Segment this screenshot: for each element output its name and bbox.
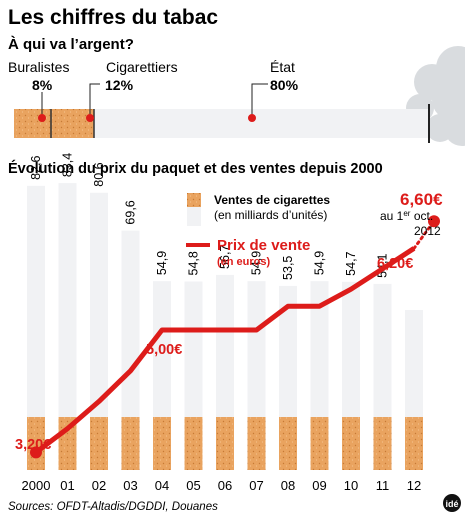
sales-bar-filter-06 bbox=[216, 417, 234, 470]
x-tick-04: 04 bbox=[155, 478, 169, 493]
x-tick-07: 07 bbox=[249, 478, 263, 493]
price-label-2000: 3,20€ bbox=[15, 437, 51, 453]
sales-value-03: 69,6 bbox=[124, 200, 138, 224]
sales-bar-11 bbox=[373, 283, 392, 417]
x-axis-ticks: 2000 01 02 03 04 05 06 07 08 09 10 11 12 bbox=[22, 478, 422, 493]
sales-bar-filter-08 bbox=[279, 417, 297, 470]
label-cigarettiers: Cigarettiers bbox=[106, 59, 178, 75]
sales-bar-01 bbox=[58, 183, 77, 417]
sales-bar-07 bbox=[247, 281, 266, 417]
price-start-dot bbox=[30, 446, 42, 459]
sales-bar-filter-10 bbox=[342, 417, 360, 470]
sales-value-05: 54,8 bbox=[187, 251, 201, 275]
marker-cigarettiers bbox=[86, 114, 94, 122]
money-pointers bbox=[41, 83, 268, 118]
price-label-12: 6,20€ bbox=[377, 256, 413, 272]
sales-bar-filter-09 bbox=[310, 417, 329, 470]
percent-etat: 80% bbox=[270, 77, 299, 93]
legend-sales-unit: (en milliards d’unités) bbox=[214, 208, 327, 222]
cigarette-filter bbox=[14, 109, 94, 138]
svg-text:idé: idé bbox=[445, 499, 458, 509]
sales-labels: 82,6 83,4 80,6 69,6 54,9 54,8 56,7 54,9 53,5 54,9… bbox=[29, 153, 390, 280]
sales-value-08: 53,5 bbox=[281, 256, 295, 280]
x-tick-02: 02 bbox=[92, 478, 106, 493]
x-tick-01: 01 bbox=[60, 478, 74, 493]
x-tick-03: 03 bbox=[123, 478, 137, 493]
price-end-dot bbox=[428, 215, 440, 228]
x-tick-08: 08 bbox=[281, 478, 295, 493]
sales-bar-06 bbox=[216, 274, 234, 417]
smoke-cloud bbox=[406, 46, 465, 146]
sales-bar-03 bbox=[121, 230, 140, 417]
sales-value-09: 54,9 bbox=[313, 251, 327, 275]
legend-price-label: Prix de vente bbox=[217, 237, 310, 254]
sales-value-04: 54,9 bbox=[155, 251, 169, 275]
label-etat: État bbox=[270, 59, 295, 75]
annotation-price: 6,60€ bbox=[400, 190, 443, 209]
percent-buralistes: 8% bbox=[32, 77, 53, 93]
legend: Ventes de cigarettes (en milliards d’uni… bbox=[186, 193, 330, 268]
sales-bar-05 bbox=[184, 281, 203, 417]
sales-value-07: 54,9 bbox=[250, 251, 264, 275]
marker-etat bbox=[248, 114, 256, 122]
sales-bar-04 bbox=[153, 281, 171, 417]
sales-value-01: 83,4 bbox=[61, 153, 75, 177]
x-tick-06: 06 bbox=[218, 478, 232, 493]
money-cigarette bbox=[14, 104, 430, 143]
sales-bar-10 bbox=[342, 281, 360, 417]
price-line: 3,20€ 5,00€ 6,20€ bbox=[15, 215, 440, 459]
x-tick-2000: 2000 bbox=[22, 478, 51, 493]
annotation-oct-2012: 6,60€ au 1er oct. 2012 bbox=[380, 190, 443, 238]
sales-value-06: 56,7 bbox=[218, 245, 232, 269]
price-extension bbox=[412, 219, 436, 250]
sales-bar-filter-12 bbox=[405, 417, 423, 470]
cigarette-paper bbox=[94, 109, 429, 138]
price-label-04: 5,00€ bbox=[146, 342, 182, 358]
x-tick-11: 11 bbox=[376, 478, 390, 493]
sales-bar-filter-05 bbox=[184, 417, 203, 470]
sales-bar-filter-11 bbox=[373, 417, 392, 470]
sales-bar-09 bbox=[310, 281, 329, 417]
sales-bars bbox=[27, 183, 423, 470]
legend-sales-label: Ventes de cigarettes bbox=[214, 193, 330, 207]
legend-sales-swatch bbox=[187, 193, 201, 207]
page-subtitle: À qui va l’argent? bbox=[8, 36, 134, 53]
sales-bar-filter-07 bbox=[247, 417, 266, 470]
sales-bar-08 bbox=[279, 285, 297, 417]
sales-value-10: 54,7 bbox=[344, 251, 358, 275]
sales-bar-filter-02 bbox=[90, 417, 108, 470]
page-title: Les chiffres du tabac bbox=[8, 6, 218, 29]
x-tick-09: 09 bbox=[312, 478, 326, 493]
x-tick-10: 10 bbox=[344, 478, 358, 493]
sales-bar-2000 bbox=[27, 185, 45, 417]
sales-bar-filter-04 bbox=[153, 417, 171, 470]
sales-bar-02 bbox=[90, 192, 108, 417]
logo: idé bbox=[443, 494, 461, 512]
chart-title: Évolution du prix du paquet et des vente… bbox=[8, 160, 383, 177]
sales-bar-12 bbox=[405, 310, 423, 417]
marker-buralistes bbox=[38, 114, 46, 122]
percent-cigarettiers: 12% bbox=[105, 77, 134, 93]
sales-bar-filter-2000 bbox=[27, 417, 45, 470]
x-tick-12: 12 bbox=[407, 478, 421, 493]
x-tick-05: 05 bbox=[186, 478, 200, 493]
sales-value-02: 80,6 bbox=[92, 162, 106, 186]
legend-price-unit: (en euros) bbox=[217, 256, 271, 268]
source-note: Sources: OFDT-Altadis/DGDDI, Douanes bbox=[8, 501, 218, 513]
sales-bar-filter-03 bbox=[121, 417, 140, 470]
annotation-year: 2012 bbox=[414, 224, 441, 238]
label-buralistes: Buralistes bbox=[8, 59, 69, 75]
annotation-date: au 1er oct. bbox=[380, 209, 433, 223]
sales-value-2000: 82,6 bbox=[29, 155, 43, 179]
